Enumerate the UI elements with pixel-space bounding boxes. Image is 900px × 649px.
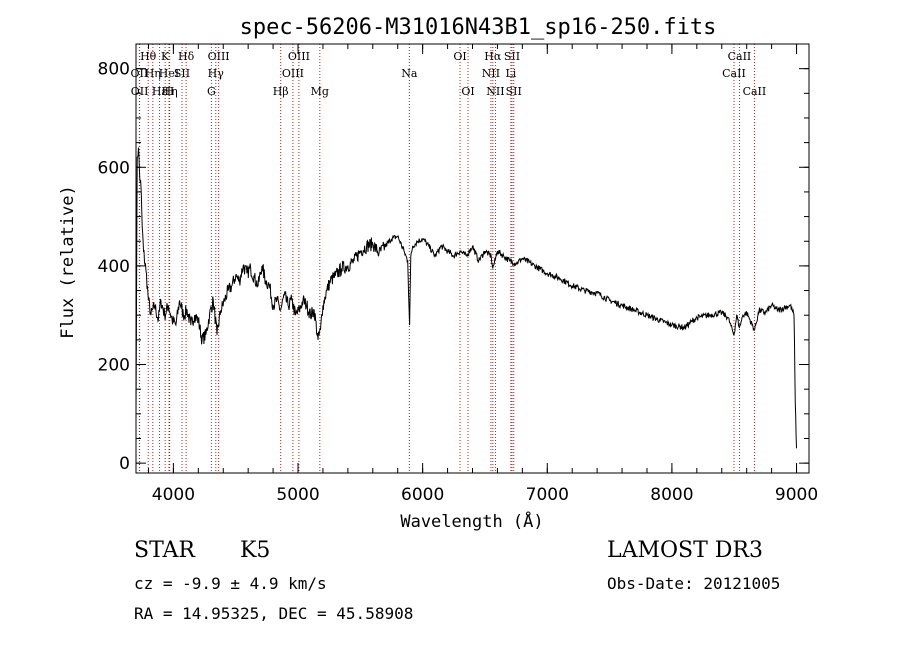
plot-frame: [135, 43, 810, 474]
marker-label-0: Hθ: [140, 50, 157, 63]
marker-label-1: OII: [131, 67, 149, 80]
y-tick-label-4: 800: [98, 60, 130, 80]
marker-label-21: Hα: [484, 50, 502, 63]
marker-label-14: Hβ: [273, 85, 289, 98]
marker-label-26: SII: [506, 85, 522, 98]
y-tick-label-1: 200: [98, 356, 130, 376]
marker-label-25: Li: [505, 67, 516, 80]
marker-label-12: Hγ: [208, 67, 225, 80]
redshift-cz: cz = -9.9 ± 4.9 km/s: [134, 574, 327, 593]
chart-title: spec-56206-M31016N43B1_sp16-250.fits: [240, 15, 717, 40]
marker-label-19: OI: [453, 50, 466, 63]
marker-label-16: OIII: [282, 67, 304, 80]
marker-label-22: NII: [482, 67, 500, 80]
x-axis-label: Wavelength (Å): [400, 510, 543, 532]
marker-label-9: Hδ: [178, 50, 195, 63]
marker-label-5: K: [161, 50, 170, 63]
x-tick-label-4: 8000: [650, 485, 693, 505]
marker-label-8: H: [165, 85, 175, 98]
x-tick-label-1: 5000: [276, 485, 319, 505]
y-tick-label-0: 0: [119, 454, 130, 474]
marker-label-24: SII: [504, 50, 520, 63]
y-axis-label: Flux (relative): [58, 185, 78, 339]
marker-label-10: SII: [174, 67, 190, 80]
x-tick-label-3: 7000: [526, 485, 569, 505]
marker-label-27: CaII: [728, 50, 752, 63]
marker-label-28: CaII: [722, 67, 746, 80]
spectrum-line: [135, 147, 797, 449]
survey-name: LAMOST DR3: [607, 538, 763, 563]
x-tick-label-2: 6000: [401, 485, 444, 505]
marker-label-11: OIII: [208, 50, 230, 63]
marker-label-18: Na: [401, 67, 418, 80]
marker-label-3: Hη: [145, 67, 161, 80]
marker-label-13: G: [207, 85, 216, 98]
marker-label-6: HeI: [159, 67, 179, 80]
marker-label-7: Hη: [162, 85, 178, 98]
object-subclass: K5: [240, 538, 271, 563]
x-tick-label-0: 4000: [152, 485, 195, 505]
observation-date: Obs-Date: 20121005: [607, 574, 781, 593]
axis-ticks: 4000 5000 6000 7000 8000 9000 0 200 400 600 800: [98, 43, 818, 505]
y-tick-label-3: 600: [98, 158, 130, 178]
coordinates: RA = 14.95325, DEC = 45.58908: [134, 604, 414, 623]
x-tick-label-5: 9000: [775, 485, 818, 505]
y-tick-label-2: 400: [98, 257, 130, 277]
object-class: STAR: [134, 538, 195, 563]
marker-label-29: CaII: [743, 85, 767, 98]
marker-label-17: Mg: [311, 85, 329, 98]
marker-label-20: OI: [461, 85, 474, 98]
marker-label-23: NII: [486, 85, 504, 98]
marker-label-4: Hε: [152, 85, 168, 98]
marker-label-2: OII: [131, 85, 149, 98]
marker-label-15: OIII: [288, 50, 310, 63]
